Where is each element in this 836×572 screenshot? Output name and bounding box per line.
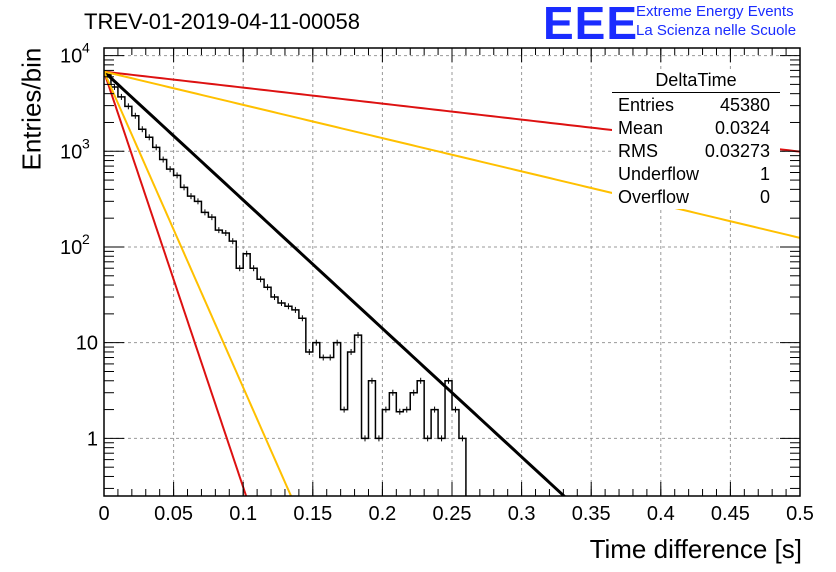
- stats-value: 1: [759, 164, 770, 184]
- logo-line-1: Extreme Energy Events: [636, 3, 794, 20]
- x-tick-label: 0.3: [508, 503, 536, 525]
- x-tick-label: 0.15: [293, 503, 332, 525]
- y-tick-label: 10: [76, 333, 98, 355]
- stats-row: Entries 45380: [612, 94, 780, 117]
- stats-title: DeltaTime: [612, 70, 780, 93]
- stats-label: Underflow: [618, 164, 700, 184]
- y-tick-label: 10: [60, 141, 82, 163]
- stats-label: Mean: [618, 118, 664, 138]
- histogram: [104, 71, 467, 496]
- y-tick-label: 1: [87, 428, 98, 450]
- fit-curve: [104, 70, 800, 239]
- stats-row: Overflow 0: [612, 186, 780, 209]
- chart-title: TREV-01-2019-04-11-00058: [84, 9, 360, 34]
- x-tick-label: 0.5: [786, 503, 814, 525]
- fit-curve: [104, 71, 293, 496]
- stats-box: DeltaTime Entries 45380 Mean 0.0324 RMS …: [612, 70, 780, 209]
- x-tick-label: 0: [98, 503, 109, 525]
- x-tick-label: 0.05: [154, 503, 193, 525]
- y-tick-label: 10: [60, 237, 82, 259]
- stats-value: 45380: [719, 95, 770, 115]
- y-tick-exponent: 4: [82, 40, 90, 56]
- stats-value: 0.0324: [714, 118, 770, 138]
- y-tick-label: 10: [60, 46, 82, 68]
- stats-row: Underflow 1: [612, 163, 780, 186]
- histogram-outline: [104, 74, 467, 496]
- x-axis-label: Time difference [s]: [589, 534, 802, 564]
- fit-curve: [104, 70, 567, 496]
- y-tick-exponent: 2: [82, 231, 90, 247]
- x-tick-label: 0.1: [229, 503, 257, 525]
- stats-row: Mean 0.0324: [612, 117, 780, 140]
- stats-row: RMS 0.03273: [612, 140, 780, 163]
- x-axis: 0 0.05 0.1 0.15 0.2 0.25 0.3 0.35 0.4 0.45 0.5: [98, 48, 814, 525]
- x-tick-label: 0.2: [368, 503, 396, 525]
- stats-value: 0: [759, 187, 770, 207]
- x-tick-label: 0.35: [572, 503, 611, 525]
- stats-label: Entries: [618, 95, 675, 115]
- x-tick-label: 0.45: [711, 503, 750, 525]
- eee-logo: EEE: [543, 0, 639, 49]
- x-tick-label: 0.4: [647, 503, 675, 525]
- stats-label: Overflow: [618, 187, 690, 207]
- stats-value: 0.03273: [704, 141, 770, 161]
- y-tick-exponent: 3: [82, 135, 90, 151]
- stats-label: RMS: [618, 141, 658, 161]
- logo-line-2: La Scienza nelle Scuole: [636, 22, 797, 39]
- x-tick-label: 0.25: [433, 503, 472, 525]
- y-axis-label: Entries/bin: [16, 47, 47, 171]
